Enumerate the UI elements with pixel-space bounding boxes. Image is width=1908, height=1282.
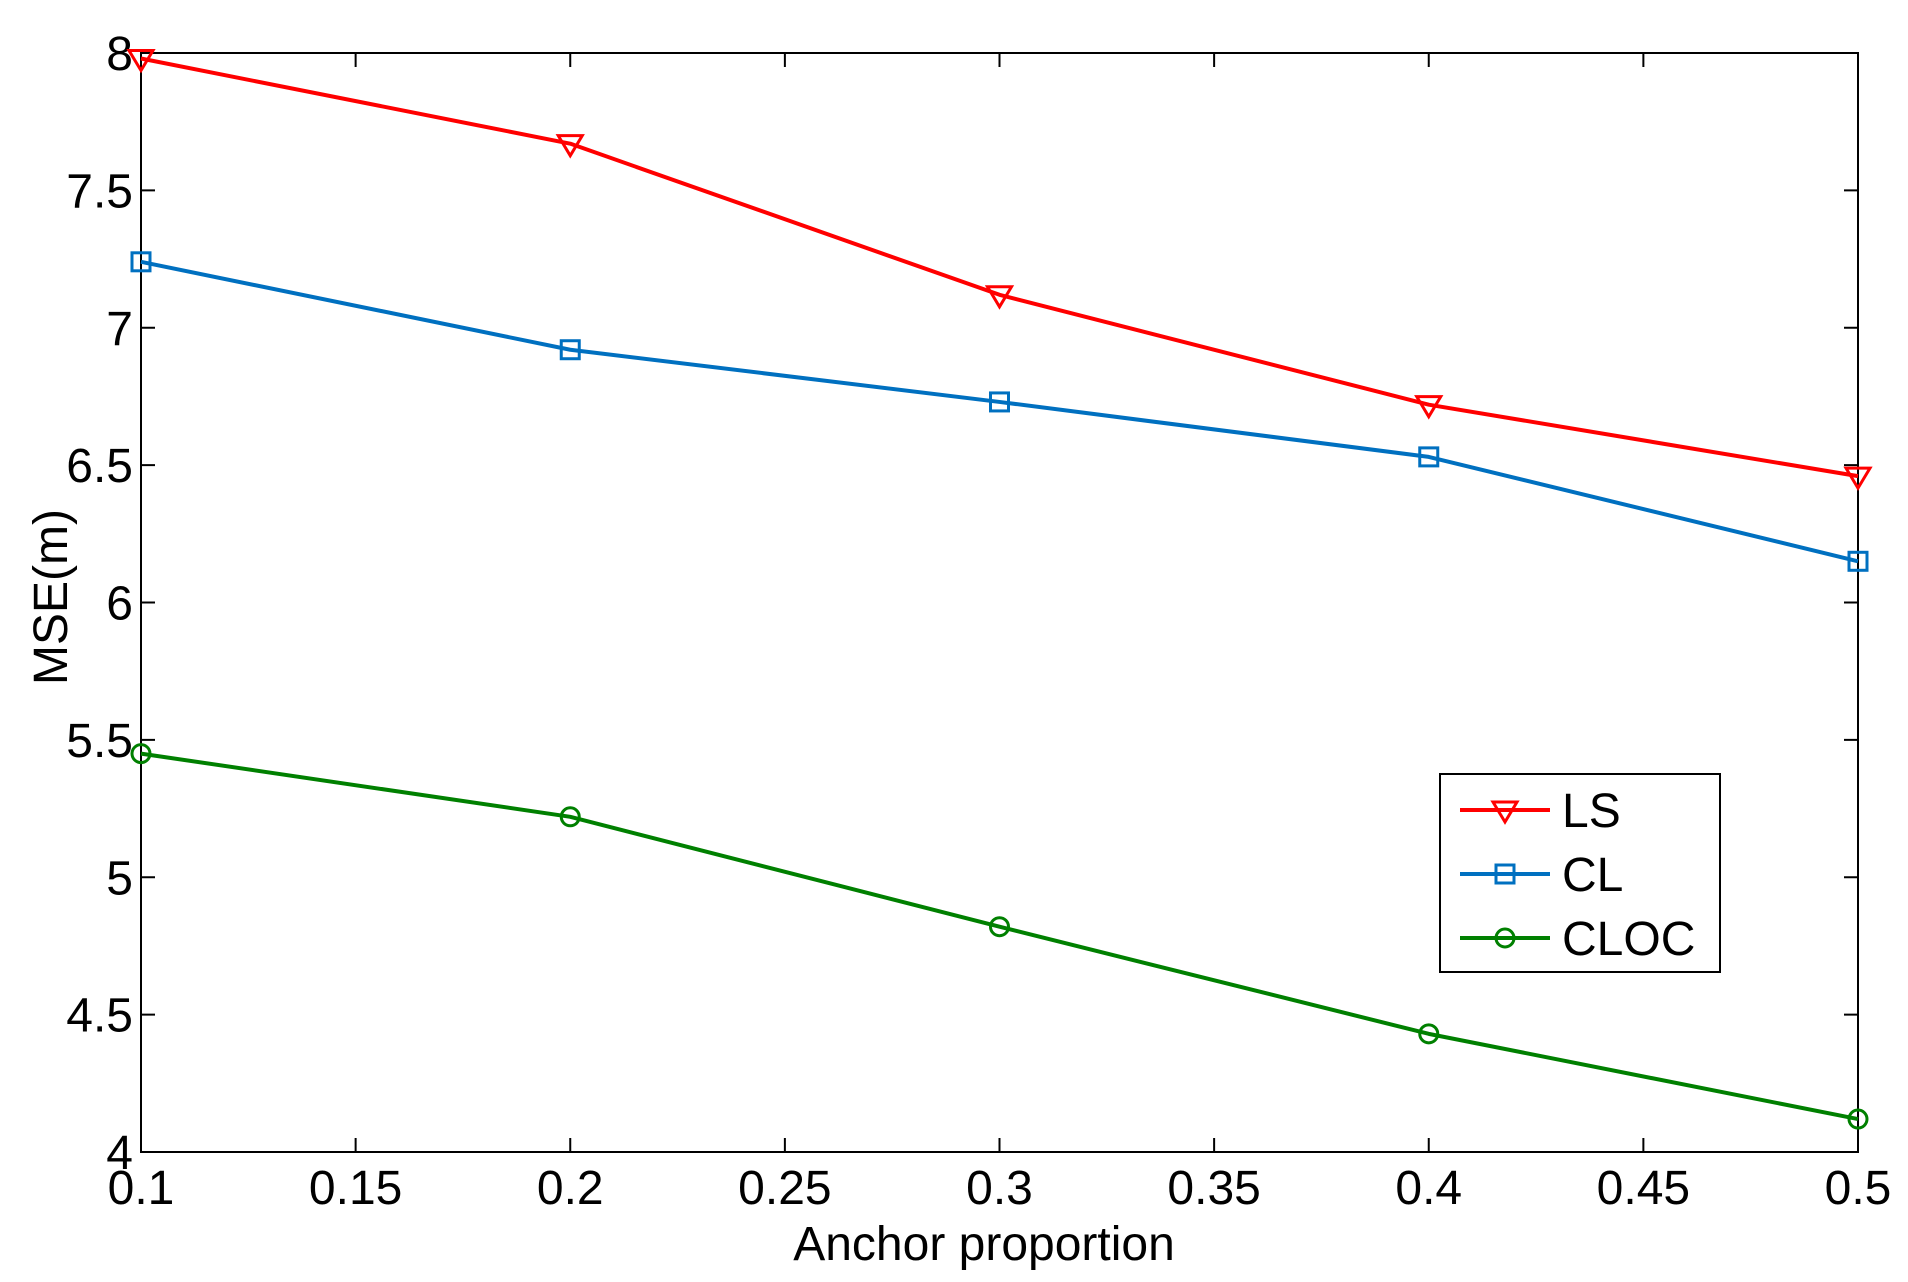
x-tick-labels: 0.1 0.15 0.2 0.25 0.3 0.35 0.4 0.45 0.5 bbox=[108, 1162, 1892, 1215]
y-tick-label: 5 bbox=[106, 852, 133, 905]
x-tick-label: 0.4 bbox=[1395, 1162, 1462, 1215]
legend-cl-label: CL bbox=[1562, 849, 1623, 902]
series-cl-point bbox=[1847, 550, 1869, 572]
legend-cl-marker bbox=[1494, 863, 1516, 885]
x-tick-label: 0.45 bbox=[1597, 1162, 1690, 1215]
legend-ls-label: LS bbox=[1562, 785, 1621, 838]
x-tick-label: 0.3 bbox=[966, 1162, 1033, 1215]
legend-cloc-label: CLOC bbox=[1562, 913, 1695, 966]
y-tick-label: 5.5 bbox=[66, 715, 133, 768]
series-cloc bbox=[130, 743, 1869, 1130]
series-cl-point bbox=[989, 391, 1010, 413]
series-cloc-line bbox=[140, 751, 1859, 1121]
x-axis-title: Anchor proportion bbox=[793, 1218, 1175, 1271]
legend-cloc-marker bbox=[1494, 927, 1516, 949]
x-tick-label: 0.2 bbox=[537, 1162, 604, 1215]
y-tick-labels: 4 4.5 5 5.5 6 6.5 7 7.5 8 bbox=[66, 28, 133, 1180]
series-cl-point bbox=[130, 251, 152, 273]
x-tick-label: 0.1 bbox=[108, 1162, 175, 1215]
legend-ls-marker bbox=[1490, 800, 1520, 825]
legend: LS CL CLOC bbox=[1439, 773, 1721, 973]
y-tick-label: 8 bbox=[106, 28, 133, 81]
series-cloc-point bbox=[130, 743, 152, 765]
series-cloc-point bbox=[989, 916, 1010, 938]
series-ls-point bbox=[126, 48, 156, 74]
plot-area bbox=[140, 52, 1859, 1153]
series-cl-point bbox=[559, 339, 581, 361]
axis-ticks bbox=[140, 52, 1859, 1153]
series-ls-point bbox=[1843, 466, 1873, 492]
series-ls-point bbox=[1414, 395, 1444, 420]
y-tick-label: 6 bbox=[106, 578, 133, 631]
y-tick-label: 4 bbox=[106, 1127, 133, 1180]
series-cloc-point bbox=[1418, 1023, 1440, 1045]
series-cloc-point bbox=[1847, 1108, 1869, 1130]
series-cl-point bbox=[1418, 446, 1440, 468]
series-cloc-point bbox=[559, 806, 581, 828]
series-ls-point bbox=[555, 134, 585, 159]
y-tick-label: 6.5 bbox=[66, 440, 133, 493]
series-cl-line bbox=[140, 259, 1859, 564]
y-axis-title: MSE(m) bbox=[25, 509, 78, 685]
x-tick-label: 0.15 bbox=[309, 1162, 402, 1215]
series-cl bbox=[130, 251, 1869, 572]
series-layer bbox=[126, 48, 1873, 1130]
y-tick-label: 7 bbox=[106, 303, 133, 356]
x-tick-label: 0.5 bbox=[1825, 1162, 1892, 1215]
series-ls-point bbox=[984, 285, 1015, 310]
x-tick-label: 0.35 bbox=[1167, 1162, 1260, 1215]
y-tick-label: 4.5 bbox=[66, 990, 133, 1043]
y-tick-label: 7.5 bbox=[66, 165, 133, 218]
series-ls-line bbox=[140, 56, 1859, 479]
series-ls bbox=[126, 48, 1873, 492]
x-tick-label: 0.25 bbox=[738, 1162, 831, 1215]
